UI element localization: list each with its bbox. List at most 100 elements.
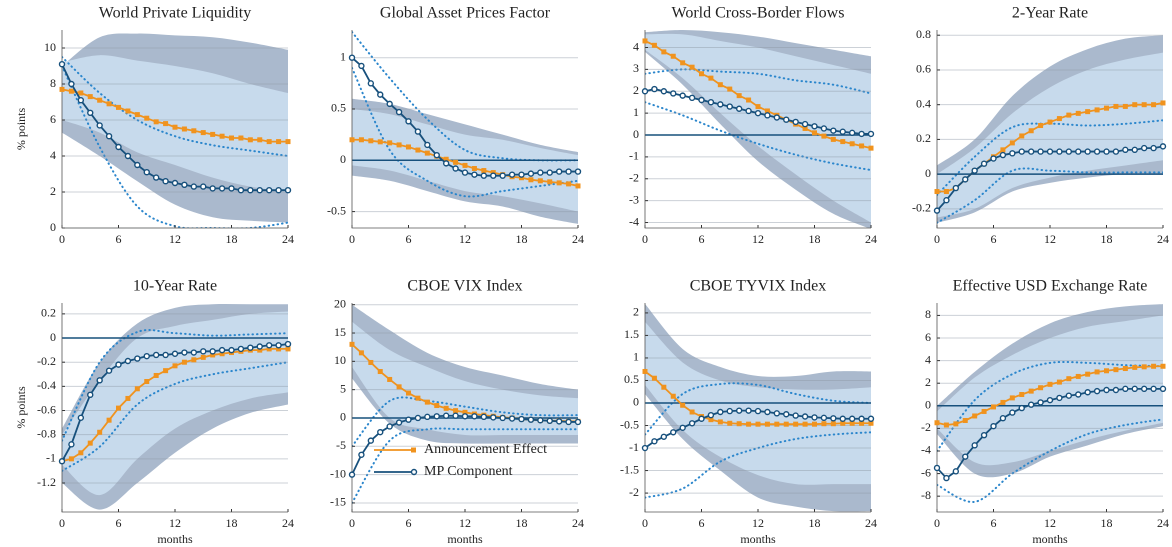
y-tick-label: -1 (629, 440, 639, 454)
marker (868, 145, 874, 151)
marker (1019, 133, 1025, 139)
marker (999, 415, 1007, 422)
marker (266, 139, 272, 145)
marker (276, 346, 282, 352)
marker (933, 464, 941, 472)
marker (688, 94, 696, 102)
marker (774, 421, 780, 427)
marker (106, 101, 112, 107)
marker (116, 405, 121, 411)
marker (537, 169, 544, 176)
marker (991, 404, 996, 410)
dotted-bound (62, 361, 288, 472)
marker (1075, 373, 1081, 379)
marker (1028, 128, 1034, 134)
marker (163, 368, 169, 374)
marker (707, 411, 715, 419)
y-tick-label: 2 (925, 375, 931, 389)
marker (527, 416, 535, 423)
marker (661, 384, 667, 390)
y-tick-label: -8 (921, 488, 931, 502)
y-tick-label: 0.4 (916, 96, 931, 110)
marker (802, 125, 808, 131)
marker (670, 429, 677, 436)
marker (106, 417, 112, 423)
y-tick-label: -15 (330, 495, 346, 509)
marker (200, 348, 207, 355)
marker (1038, 123, 1044, 129)
panel-title: 10-Year Rate (133, 278, 217, 295)
marker (219, 351, 225, 357)
marker (424, 150, 430, 156)
marker (735, 105, 743, 112)
marker (1065, 392, 1073, 399)
marker (453, 159, 459, 165)
marker (980, 160, 988, 167)
marker (443, 405, 449, 411)
marker (575, 183, 581, 189)
panel: -0.5 0 0.5 1 0 6 12 18 24 Global Asset Prices Fac… (327, 5, 584, 246)
marker (115, 361, 122, 368)
x-tick-label: 12 (752, 516, 764, 530)
marker (1075, 110, 1081, 116)
x-tick-label: 24 (572, 232, 584, 246)
marker (859, 420, 865, 426)
marker (962, 417, 968, 423)
x-tick-label: 0 (349, 232, 355, 246)
marker (87, 391, 94, 399)
y-tick-label: -1.5 (620, 462, 639, 476)
marker (764, 408, 771, 416)
marker (424, 141, 431, 149)
panel-title: Effective USD Exchange Rate (953, 278, 1148, 295)
marker (792, 118, 799, 126)
marker (934, 189, 940, 195)
panel-title: World Cross-Border Flows (672, 5, 845, 22)
marker (735, 407, 743, 414)
panel-title: Global Asset Prices Factor (380, 5, 551, 22)
marker (386, 100, 393, 108)
y-tick-label: 1 (340, 49, 346, 63)
marker (461, 413, 469, 420)
marker (480, 413, 488, 421)
y-tick-label: 8 (50, 76, 56, 90)
marker (858, 415, 865, 422)
marker (1094, 107, 1100, 113)
marker (96, 377, 103, 384)
plot-area (352, 31, 578, 224)
series-layer (58, 340, 292, 465)
marker (77, 414, 85, 421)
confidence-band (937, 52, 1163, 218)
marker (981, 408, 987, 414)
marker (395, 108, 403, 116)
series-layer (348, 341, 582, 478)
marker (358, 350, 364, 356)
marker (125, 395, 131, 401)
marker (1151, 363, 1157, 369)
marker (952, 184, 960, 192)
marker (820, 414, 828, 422)
marker (1151, 102, 1157, 108)
marker (153, 119, 159, 125)
x-tick-label: 6 (699, 232, 705, 246)
marker (415, 395, 421, 401)
marker (358, 451, 365, 458)
marker (452, 412, 459, 419)
marker (442, 412, 450, 419)
x-tick-label: 0 (934, 516, 940, 530)
marker (247, 186, 254, 194)
marker (537, 178, 543, 184)
marker (124, 357, 132, 365)
marker (181, 349, 188, 356)
marker (143, 352, 150, 360)
marker (471, 413, 478, 420)
marker (452, 165, 459, 172)
marker (190, 183, 198, 190)
marker (661, 49, 667, 55)
marker (849, 420, 855, 426)
marker (1066, 112, 1072, 118)
marker (144, 115, 150, 121)
axes (644, 30, 871, 229)
marker (368, 138, 374, 144)
marker (1132, 102, 1138, 108)
